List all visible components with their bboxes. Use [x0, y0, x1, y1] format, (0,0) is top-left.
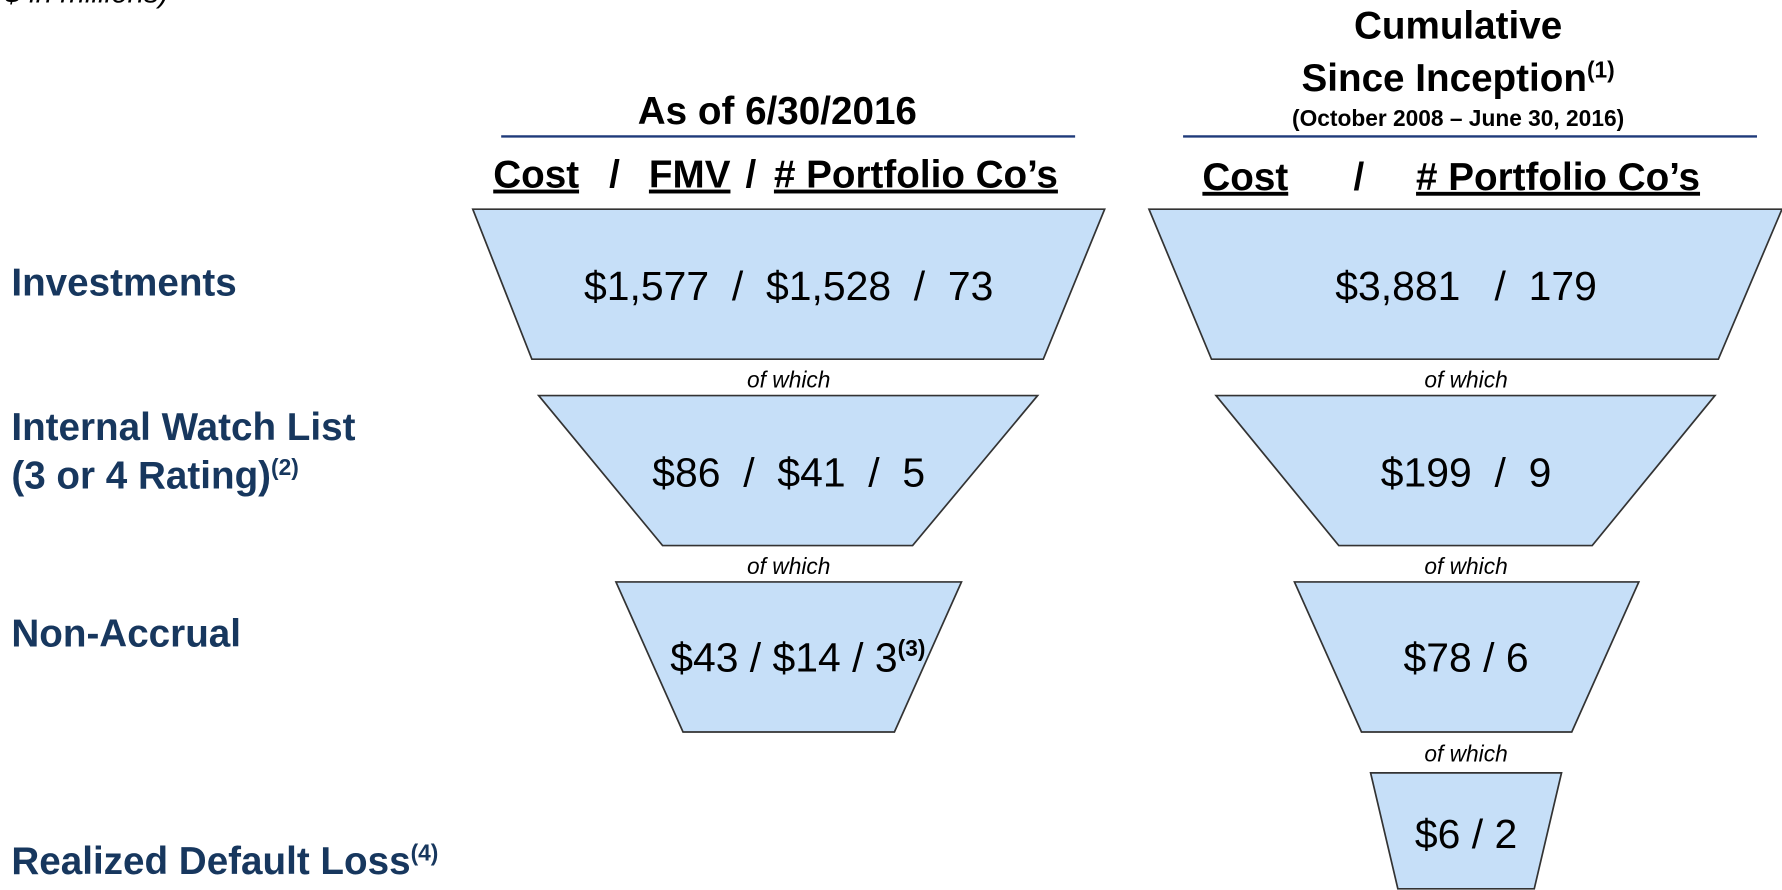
footnote-ref: (3) — [898, 635, 926, 661]
funnel-value: $199 / 9 — [1381, 449, 1552, 495]
connector-label: of which — [747, 553, 830, 579]
funnel-segment — [536, 394, 1040, 547]
row-label: Realized Default Loss(4) — [11, 839, 438, 883]
funnel-segment — [1369, 772, 1563, 890]
column-header: / — [609, 154, 620, 197]
funnel-value: $86 / $41 / 5 — [652, 449, 925, 495]
funnel-value: $3,881 / 179 — [1335, 263, 1597, 309]
funnel-segment — [1147, 208, 1782, 361]
funnel-value: $78 / 6 — [1404, 635, 1529, 681]
footnote-ref: (4) — [411, 839, 439, 865]
funnel-segment — [1293, 581, 1641, 733]
column-subtitle: (October 2008 – June 30, 2016) — [1292, 105, 1624, 131]
row-label: Investments — [11, 262, 236, 305]
column-header: FMV — [649, 154, 731, 197]
funnel-value-text: $43 / $14 / 3 — [670, 635, 897, 681]
column-title-line: Since Inception — [1301, 57, 1586, 100]
funnel-segment — [1214, 394, 1717, 547]
connector-label: of which — [747, 367, 830, 393]
row-label: (3 or 4 Rating)(2) — [11, 454, 298, 498]
column-title: Since Inception(1) — [1301, 56, 1614, 100]
connector-label: of which — [1424, 553, 1507, 579]
connector-label: of which — [1424, 367, 1507, 393]
column-header: # Portfolio Co’s — [774, 154, 1058, 197]
funnel-segment — [614, 581, 963, 733]
funnel-value: $6 / 2 — [1415, 811, 1517, 857]
funnel-value: $1,577 / $1,528 / 73 — [584, 263, 993, 309]
units-note: $ in millions) — [4, 0, 169, 9]
footnote-ref: (1) — [1587, 56, 1615, 82]
funnel-value: $43 / $14 / 3(3) — [670, 635, 925, 681]
row-label: Non-Accrual — [11, 613, 241, 656]
row-label-line: Realized Default Loss — [11, 840, 410, 883]
column-title: As of 6/30/2016 — [638, 90, 917, 133]
column-title: Cumulative — [1354, 5, 1562, 48]
row-label-line: (3 or 4 Rating) — [11, 455, 271, 498]
column-header: / — [1354, 156, 1365, 199]
column-header: Cost — [493, 154, 579, 197]
column-header: Cost — [1202, 156, 1288, 199]
column-header: # Portfolio Co’s — [1416, 156, 1700, 199]
row-label: Internal Watch List — [11, 406, 355, 449]
column-header: / — [746, 154, 757, 197]
funnel-segment — [471, 208, 1106, 361]
connector-label: of which — [1424, 741, 1507, 767]
footnote-ref: (2) — [271, 454, 299, 480]
